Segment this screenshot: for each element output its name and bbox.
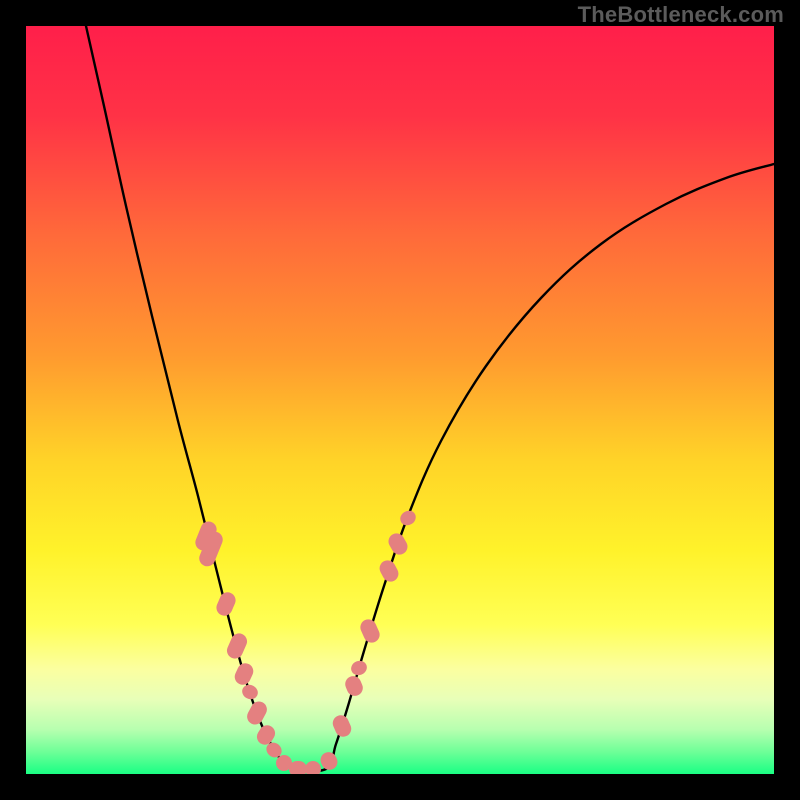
data-marker	[349, 658, 369, 677]
watermark-text: TheBottleneck.com	[578, 2, 784, 28]
bottleneck-curve	[86, 26, 774, 771]
data-marker	[240, 682, 261, 702]
chart-svg	[26, 26, 774, 774]
data-marker	[343, 674, 366, 699]
outer-frame: TheBottleneck.com	[0, 0, 800, 800]
data-marker	[330, 713, 354, 740]
data-marker	[386, 530, 411, 557]
data-marker	[214, 590, 238, 618]
data-marker	[224, 631, 249, 661]
data-marker	[358, 617, 382, 645]
data-marker	[377, 558, 401, 585]
data-marker	[244, 699, 269, 728]
data-marker	[398, 508, 419, 528]
plot-area	[26, 26, 774, 774]
data-marker	[305, 761, 321, 774]
data-marker	[232, 661, 256, 688]
data-marker	[318, 749, 340, 772]
